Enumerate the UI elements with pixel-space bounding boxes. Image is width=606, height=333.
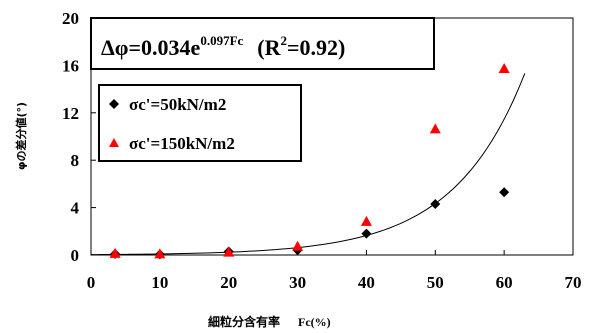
equation-main: Δφ=0.034e <box>101 35 201 60</box>
x-axis-title: 細粒分含有率 <box>208 314 280 329</box>
x-axis-ticks: 0 10 20 30 40 50 60 70 <box>87 250 582 292</box>
svg-text:Δφ=0.034e0.097Fc(R2=0.92): Δφ=0.034e0.097Fc (R2=0.92) <box>101 33 345 60</box>
data-point-triangle <box>498 62 510 73</box>
equation-r2-close: =0.92) <box>287 35 345 60</box>
equation-exponent: 0.097Fc <box>200 33 243 48</box>
y-tick-label: 12 <box>62 104 79 123</box>
data-point-triangle <box>429 123 441 134</box>
data-point-triangle <box>223 246 235 257</box>
legend-item-150: σc'=150kN/m2 <box>109 134 235 153</box>
x-tick-label: 50 <box>427 273 444 292</box>
data-point-triangle <box>109 247 121 258</box>
x-tick-label: 10 <box>151 273 168 292</box>
y-tick-label: 8 <box>71 151 80 170</box>
x-tick-label: 20 <box>220 273 237 292</box>
data-point-triangle <box>154 248 166 259</box>
data-point-triangle <box>292 240 304 251</box>
x-axis-unit: Fc(%) <box>298 315 331 329</box>
x-tick-label: 70 <box>565 273 582 292</box>
data-point-diamond <box>361 228 372 239</box>
equation-r2-sup: 2 <box>281 33 288 48</box>
y-tick-label: 20 <box>62 9 79 28</box>
y-tick-label: 16 <box>62 56 79 75</box>
legend-marker-triangle <box>109 138 119 147</box>
y-axis-title: φの差分値(°) <box>14 102 28 170</box>
data-point-triangle <box>360 215 372 226</box>
x-tick-label: 60 <box>496 273 513 292</box>
x-tick-label: 30 <box>289 273 306 292</box>
equation-r2-open: (R <box>257 35 281 60</box>
x-tick-label: 0 <box>87 273 96 292</box>
data-point-diamond <box>499 187 510 198</box>
y-tick-label: 4 <box>71 199 80 218</box>
legend-label-50: σc'=50kN/m2 <box>129 95 226 114</box>
data-point-diamond <box>430 199 441 210</box>
legend: σc'=50kN/m2 σc'=150kN/m2 <box>98 84 302 162</box>
y-axis-ticks: 0 4 8 12 16 20 <box>62 9 96 265</box>
x-tick-label: 40 <box>358 273 375 292</box>
equation-box: Δφ=0.034e0.097Fc (R2=0.92) <box>90 17 435 70</box>
legend-item-50: σc'=50kN/m2 <box>109 95 226 114</box>
data-points <box>109 62 510 260</box>
legend-label-150: σc'=150kN/m2 <box>129 134 235 153</box>
y-tick-label: 0 <box>71 246 80 265</box>
legend-marker-diamond <box>109 99 119 109</box>
